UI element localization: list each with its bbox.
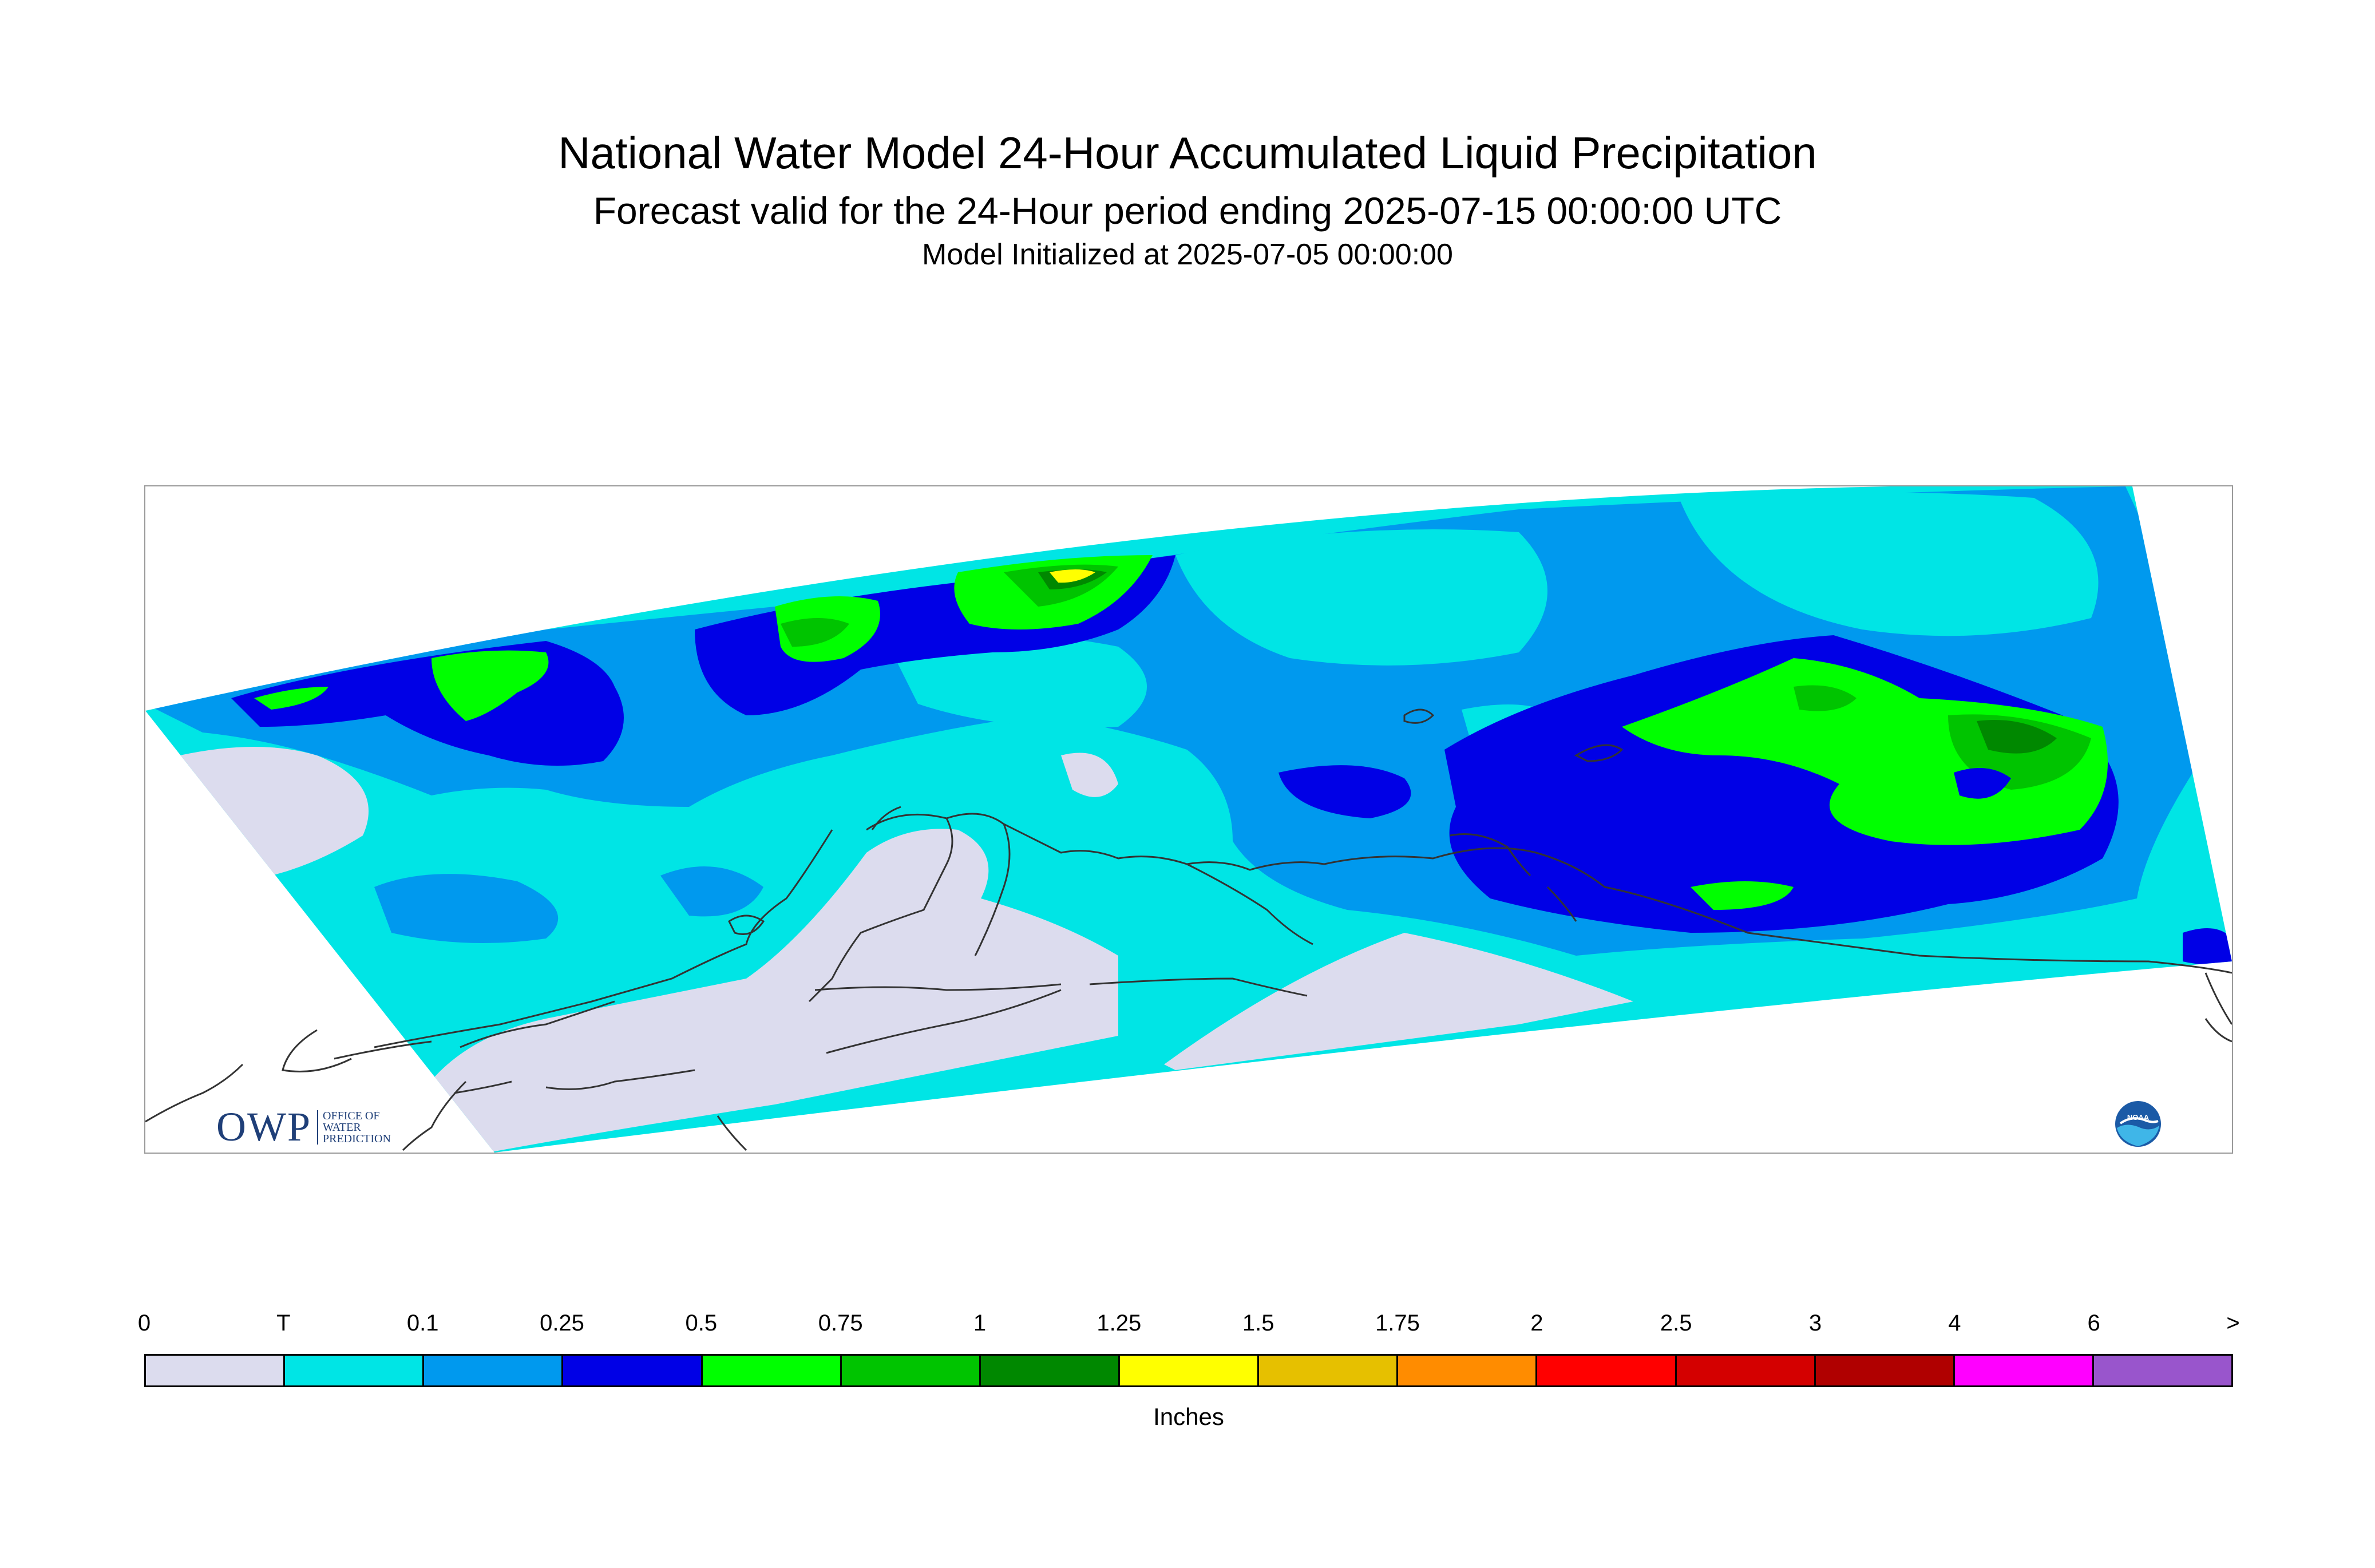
- legend-tick-label: 6: [2087, 1310, 2100, 1336]
- legend-swatch: [702, 1356, 842, 1385]
- legend-swatch: [1954, 1356, 2094, 1385]
- map-panel: [144, 485, 2233, 1154]
- model-init-text: Model Initialized at 2025-07-05 00:00:00: [922, 238, 1453, 271]
- precip-zone-1.25: [1050, 569, 1095, 583]
- map-title: National Water Model 24-Hour Accumulated…: [558, 128, 1817, 178]
- legend-swatch: [2093, 1356, 2232, 1385]
- precip-zone-zero: [426, 829, 1118, 1153]
- legend-tick-label: 4: [1948, 1310, 1961, 1336]
- coastlines: [145, 708, 2232, 1151]
- legend-units-label: Inches: [1153, 1403, 1224, 1430]
- legend-swatch: [563, 1356, 703, 1385]
- precip-zone-zero: [1061, 753, 1118, 797]
- precip-zone-trace: [1175, 529, 1547, 666]
- precip-zone-trace: [1679, 492, 2099, 636]
- legend-swatch: [1119, 1356, 1260, 1385]
- legend-tick-label: 0.75: [818, 1310, 863, 1336]
- owp-logo-subtext: OFFICE OF WATER PREDICTION: [317, 1110, 391, 1145]
- legend-swatch: [1815, 1356, 1955, 1385]
- legend-tick-label: 2: [1530, 1310, 1543, 1336]
- legend-color-bar: [144, 1354, 2233, 1387]
- precip-zone-0.1: [660, 866, 763, 917]
- legend-tick-label: 0: [137, 1310, 151, 1336]
- legend-tick-label: 1: [973, 1310, 987, 1336]
- precip-zone-trace: [889, 635, 1147, 728]
- precip-zone-0.5: [254, 687, 328, 710]
- legend-swatch: [146, 1356, 286, 1385]
- owp-logo-line: OFFICE OF: [323, 1109, 380, 1122]
- precip-zone-0.5: [1691, 881, 1794, 910]
- legend-tick-label: T: [276, 1310, 291, 1336]
- precip-zone-zero: [1164, 933, 1633, 1070]
- legend-swatch: [841, 1356, 981, 1385]
- legend-tick-label: 0.25: [540, 1310, 584, 1336]
- precip-zone-0.5: [1622, 658, 2108, 845]
- precip-zone-0.1: [374, 874, 559, 943]
- noaa-logo: NOAA: [2115, 1101, 2161, 1147]
- precip-zone-0.75: [1794, 685, 1857, 711]
- legend-swatch: [980, 1356, 1120, 1385]
- precip-zone-zero: [180, 747, 369, 876]
- legend-swatch: [1537, 1356, 1677, 1385]
- legend-tick-label: 1.5: [1242, 1310, 1274, 1336]
- noaa-logo-text: NOAA: [2127, 1113, 2150, 1122]
- legend-tick-label: 0.1: [406, 1310, 439, 1336]
- precipitation-map: [145, 486, 2232, 1153]
- legend-tick-label: 3: [1808, 1310, 1822, 1336]
- legend-swatch: [1676, 1356, 1816, 1385]
- owp-logo: OWP OFFICE OF WATER PREDICTION: [216, 1103, 391, 1151]
- owp-logo-mark: OWP: [216, 1104, 311, 1150]
- precip-zone-1: [1977, 720, 2057, 754]
- precip-zone-0.75: [781, 618, 849, 647]
- precip-zone-0.5: [432, 650, 549, 721]
- map-subtitle: Forecast valid for the 24-Hour period en…: [593, 189, 1782, 232]
- precip-zone-0.25: [2183, 928, 2232, 964]
- legend-tick-label: >: [2226, 1310, 2240, 1336]
- precip-zone-0.25: [1278, 765, 1411, 818]
- legend-tick-label: 1.75: [1375, 1310, 1420, 1336]
- legend-tick-label: 0.5: [685, 1310, 718, 1336]
- color-legend: 0 T 0.1 0.25 0.5 0.75 1 1.25 1.5 1.75 2 2.5 3 4 6 > Inc…: [138, 1310, 2240, 1459]
- legend-tick-label: 1.25: [1097, 1310, 1142, 1336]
- legend-swatch: [1398, 1356, 1538, 1385]
- legend-swatch: [1259, 1356, 1399, 1385]
- precip-field: [145, 486, 2232, 1153]
- legend-tick-label: 2.5: [1660, 1310, 1692, 1336]
- owp-logo-line: PREDICTION: [323, 1132, 391, 1145]
- precip-zone-0.25: [1954, 768, 2011, 799]
- legend-swatch: [424, 1356, 564, 1385]
- legend-swatch: [285, 1356, 425, 1385]
- owp-logo-line: WATER: [323, 1120, 361, 1134]
